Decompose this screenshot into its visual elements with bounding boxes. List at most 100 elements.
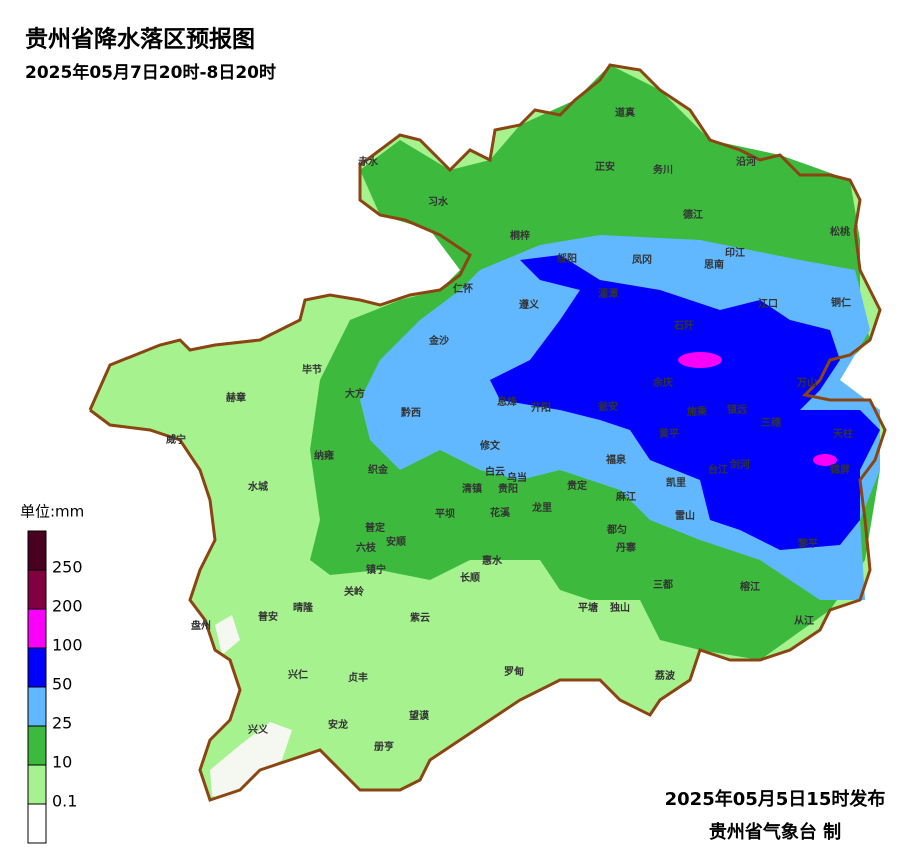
area-white bbox=[215, 615, 240, 655]
county-label: 贵定 bbox=[567, 479, 587, 492]
legend-label: 250 bbox=[52, 558, 83, 577]
county-label: 桐梓 bbox=[510, 229, 530, 242]
county-label: 石阡 bbox=[673, 319, 694, 332]
county-label: 赫章 bbox=[226, 391, 246, 404]
county-label: 麻江 bbox=[615, 490, 636, 503]
county-label: 大方 bbox=[345, 387, 365, 400]
county-label: 剑河 bbox=[729, 458, 750, 471]
county-label: 兴仁 bbox=[288, 668, 308, 681]
county-label: 花溪 bbox=[490, 506, 511, 519]
county-label: 贞丰 bbox=[348, 671, 368, 684]
county-label: 务川 bbox=[653, 163, 673, 176]
county-label: 盘州 bbox=[191, 619, 211, 632]
county-label: 册亨 bbox=[374, 740, 394, 753]
county-label: 独山 bbox=[610, 601, 630, 614]
legend-swatch bbox=[27, 725, 47, 766]
county-label: 长顺 bbox=[460, 571, 480, 584]
county-label: 水城 bbox=[247, 480, 268, 493]
county-label: 榕江 bbox=[740, 580, 760, 593]
county-label: 镇远 bbox=[727, 403, 747, 416]
county-label: 平塘 bbox=[578, 601, 598, 614]
subtitle: 2025年05月7日20时-8日20时 bbox=[25, 62, 276, 83]
county-label: 正安 bbox=[595, 160, 615, 173]
county-label: 龙里 bbox=[531, 501, 552, 514]
area-magenta bbox=[678, 352, 722, 368]
county-label: 黄平 bbox=[659, 427, 679, 440]
legend-swatch bbox=[27, 686, 47, 727]
county-label: 道真 bbox=[615, 106, 635, 119]
county-label: 威宁 bbox=[166, 433, 186, 446]
county-label: 都匀 bbox=[606, 523, 627, 536]
legend-label: 0.1 bbox=[52, 792, 77, 811]
legend-unit: 单位:mm bbox=[20, 503, 84, 521]
county-label: 仁怀 bbox=[453, 282, 473, 295]
county-label: 织金 bbox=[368, 463, 389, 476]
legend-swatch bbox=[27, 803, 47, 844]
county-label: 湄潭 bbox=[598, 287, 618, 300]
county-label: 余庆 bbox=[652, 376, 673, 389]
county-label: 习水 bbox=[428, 195, 449, 208]
county-label: 从江 bbox=[794, 614, 814, 627]
county-label: 福泉 bbox=[605, 453, 627, 466]
county-label: 金沙 bbox=[428, 334, 449, 347]
county-label: 施秉 bbox=[687, 405, 708, 418]
county-label: 关岭 bbox=[344, 585, 364, 598]
county-label: 六枝 bbox=[356, 541, 377, 554]
county-label: 凯里 bbox=[666, 476, 686, 489]
title: 贵州省降水落区预报图 bbox=[25, 27, 255, 53]
county-label: 三都 bbox=[653, 578, 673, 591]
county-label: 平坝 bbox=[435, 507, 455, 520]
county-label: 丹寨 bbox=[616, 541, 636, 554]
legend-label: 25 bbox=[52, 714, 72, 733]
legend-swatch bbox=[27, 530, 47, 571]
county-label: 黎平 bbox=[798, 537, 818, 550]
county-label: 乌当 bbox=[507, 471, 527, 484]
county-label: 凤冈 bbox=[632, 254, 652, 266]
county-label: 毕节 bbox=[302, 363, 322, 376]
county-label: 修文 bbox=[479, 439, 501, 452]
area-blue bbox=[490, 255, 880, 550]
county-label: 德江 bbox=[682, 208, 703, 221]
county-label: 惠水 bbox=[482, 554, 503, 567]
county-label: 思南 bbox=[704, 258, 724, 271]
county-label: 天柱 bbox=[833, 427, 853, 440]
county-label: 绥阳 bbox=[557, 252, 577, 265]
county-label: 安顺 bbox=[386, 535, 406, 548]
county-label: 瓮安 bbox=[598, 400, 618, 413]
county-label: 白云 bbox=[485, 465, 505, 478]
county-label: 黔西 bbox=[401, 406, 421, 419]
legend-swatch bbox=[27, 608, 47, 649]
county-label: 锦屏 bbox=[830, 463, 850, 476]
county-label: 台江 bbox=[708, 463, 728, 476]
county-label: 安龙 bbox=[328, 718, 348, 731]
county-label: 紫云 bbox=[410, 611, 430, 624]
area-magenta bbox=[813, 454, 837, 466]
county-label: 贵阳 bbox=[498, 482, 518, 495]
county-label: 普安 bbox=[258, 610, 278, 623]
county-label: 沿河 bbox=[736, 155, 756, 168]
county-label: 兴义 bbox=[248, 723, 269, 736]
county-label: 江口 bbox=[758, 297, 778, 310]
legend-label: 50 bbox=[52, 675, 72, 694]
legend-label: 10 bbox=[52, 753, 72, 772]
county-label: 铜仁 bbox=[831, 296, 851, 309]
province-border bbox=[88, 63, 887, 802]
area-white bbox=[210, 722, 292, 800]
county-label: 清镇 bbox=[462, 482, 482, 495]
precip-areas bbox=[88, 63, 887, 802]
legend-swatch bbox=[27, 764, 47, 805]
county-label: 雷山 bbox=[675, 509, 695, 522]
county-label: 普定 bbox=[365, 521, 385, 534]
legend-swatch bbox=[27, 569, 47, 610]
legend-label: 100 bbox=[52, 636, 83, 655]
county-label: 纳雍 bbox=[314, 449, 334, 462]
legend: 单位:mm 0.1 10 25 50 100 200 250 bbox=[20, 503, 84, 844]
county-label: 万山 bbox=[796, 376, 817, 389]
county-label: 罗甸 bbox=[504, 665, 524, 678]
county-label: 望谟 bbox=[409, 709, 430, 722]
legend-label: 200 bbox=[52, 597, 83, 616]
county-label: 镇宁 bbox=[366, 563, 386, 576]
